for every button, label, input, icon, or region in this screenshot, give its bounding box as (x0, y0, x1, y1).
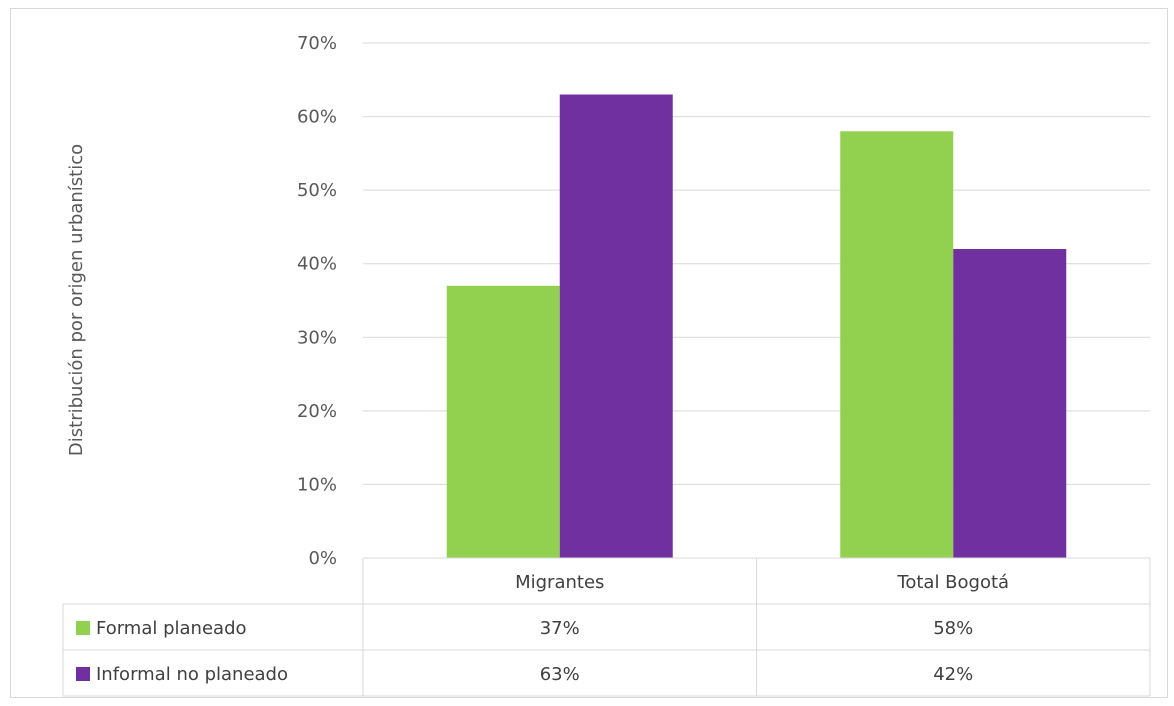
legend-label: Formal planeado (96, 618, 247, 639)
data-table-value: 37% (540, 618, 580, 639)
y-tick-label: 60% (297, 107, 337, 128)
y-tick-label: 10% (297, 474, 337, 495)
bar-formal (446, 285, 560, 558)
data-table-value: 63% (540, 664, 580, 685)
category-label: Total Bogotá (896, 572, 1009, 593)
category-label: Migrantes (515, 572, 604, 593)
chart-frame (10, 8, 1168, 698)
y-tick-label: 30% (297, 327, 337, 348)
y-tick-label: 20% (297, 401, 337, 422)
y-tick-label: 70% (297, 33, 337, 54)
bar-formal (840, 131, 954, 559)
y-axis-title: Distribución por origen urbanístico (66, 144, 87, 456)
y-tick-label: 40% (297, 254, 337, 275)
legend-key-formal (76, 621, 90, 635)
legend-label: Informal no planeado (96, 664, 288, 685)
legend-key-informal (76, 667, 90, 681)
data-table-value: 42% (933, 664, 973, 685)
bar-informal (559, 94, 673, 558)
bar-informal (953, 249, 1067, 558)
y-tick-label: 0% (308, 548, 337, 569)
y-tick-label: 50% (297, 180, 337, 201)
data-table-value: 58% (933, 618, 973, 639)
